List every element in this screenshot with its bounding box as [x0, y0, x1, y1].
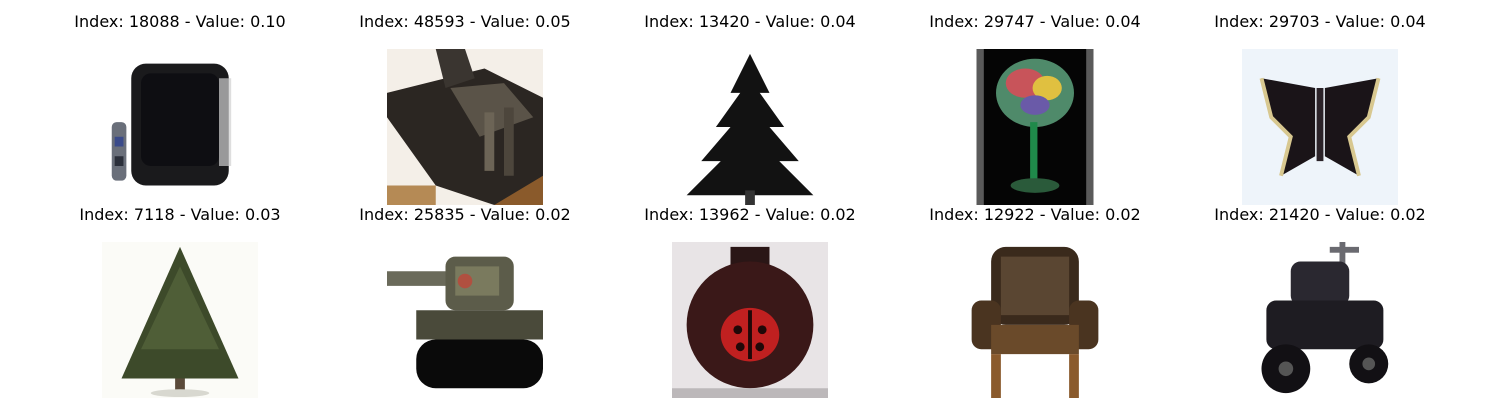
panel-2: Index: 48593 - Value: 0.05	[335, 12, 595, 205]
panel-8: Index: 13962 - Value: 0.02	[620, 205, 880, 398]
panel-10: Index: 21420 - Value: 0.02	[1190, 205, 1450, 398]
panel-title: Index: 12922 - Value: 0.02	[929, 205, 1141, 224]
thumbnail-ladybug-jar	[672, 242, 828, 398]
thumbnail-tank	[387, 49, 543, 205]
panel-title: Index: 29703 - Value: 0.04	[1214, 12, 1426, 31]
thumbnail-toy-tank	[387, 242, 543, 398]
panel-1: Index: 18088 - Value: 0.10	[50, 12, 310, 205]
thumbnail-pine-tree	[672, 49, 828, 205]
panel-9: Index: 12922 - Value: 0.02	[905, 205, 1165, 398]
panel-title: Index: 25835 - Value: 0.02	[359, 205, 571, 224]
panel-4: Index: 29747 - Value: 0.04	[905, 12, 1165, 205]
panel-7: Index: 25835 - Value: 0.02	[335, 205, 595, 398]
thumbnail-evergreen-tree	[102, 242, 258, 398]
panel-6: Index: 7118 - Value: 0.03	[50, 205, 310, 398]
thumbnail-butterfly	[1242, 49, 1398, 205]
panel-3: Index: 13420 - Value: 0.04	[620, 12, 880, 205]
panel-title: Index: 21420 - Value: 0.02	[1214, 205, 1426, 224]
panel-title: Index: 7118 - Value: 0.03	[79, 205, 281, 224]
panel-title: Index: 29747 - Value: 0.04	[929, 12, 1141, 31]
panel-5: Index: 29703 - Value: 0.04	[1190, 12, 1450, 205]
thumbnail-lawn-mower	[1242, 242, 1398, 398]
panel-title: Index: 48593 - Value: 0.05	[359, 12, 571, 31]
panel-title: Index: 13420 - Value: 0.04	[644, 12, 856, 31]
thumbnail-tv	[102, 49, 258, 205]
panel-title: Index: 18088 - Value: 0.10	[74, 12, 286, 31]
panel-title: Index: 13962 - Value: 0.02	[644, 205, 856, 224]
thumbnail-glass-drink	[957, 49, 1113, 205]
thumbnail-wingback-chair	[957, 242, 1113, 398]
